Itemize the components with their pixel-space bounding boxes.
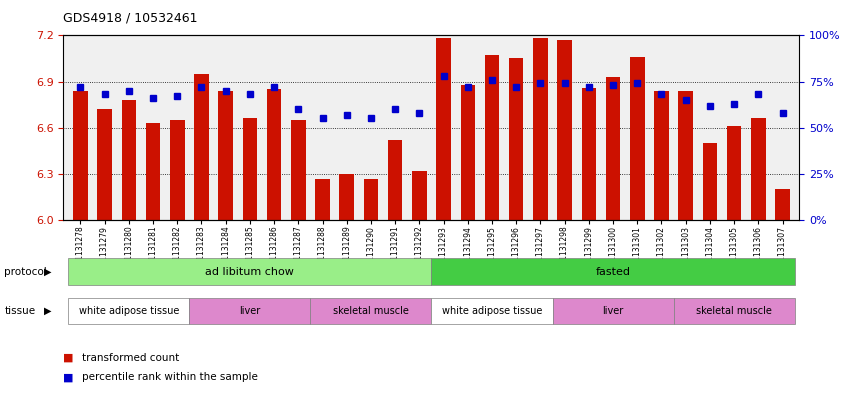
Text: ▶: ▶ bbox=[44, 266, 52, 277]
Text: skeletal muscle: skeletal muscle bbox=[333, 306, 409, 316]
Text: protocol: protocol bbox=[4, 266, 47, 277]
Bar bbox=[122, 100, 136, 220]
Text: white adipose tissue: white adipose tissue bbox=[442, 306, 542, 316]
Bar bbox=[146, 123, 160, 220]
Bar bbox=[387, 140, 403, 220]
Text: fasted: fasted bbox=[596, 266, 630, 277]
Bar bbox=[678, 91, 693, 220]
Bar bbox=[775, 189, 790, 220]
Text: transformed count: transformed count bbox=[82, 353, 179, 363]
Bar bbox=[218, 91, 233, 220]
Bar bbox=[73, 91, 88, 220]
Text: percentile rank within the sample: percentile rank within the sample bbox=[82, 372, 258, 382]
Bar bbox=[97, 109, 112, 220]
Bar bbox=[654, 91, 668, 220]
Bar bbox=[266, 89, 282, 220]
Bar bbox=[339, 174, 354, 220]
Bar bbox=[533, 39, 547, 220]
Bar bbox=[170, 120, 184, 220]
Bar bbox=[727, 126, 741, 220]
Text: ▶: ▶ bbox=[44, 306, 52, 316]
Text: tissue: tissue bbox=[4, 306, 36, 316]
Text: skeletal muscle: skeletal muscle bbox=[696, 306, 772, 316]
Bar bbox=[703, 143, 717, 220]
Bar bbox=[485, 55, 499, 220]
Bar bbox=[364, 178, 378, 220]
Text: ■: ■ bbox=[63, 372, 74, 382]
Text: ad libitum chow: ad libitum chow bbox=[206, 266, 294, 277]
Bar bbox=[437, 39, 451, 220]
Bar bbox=[412, 171, 426, 220]
Bar bbox=[195, 74, 209, 220]
Bar bbox=[581, 88, 596, 220]
Text: GDS4918 / 10532461: GDS4918 / 10532461 bbox=[63, 12, 198, 25]
Text: ■: ■ bbox=[63, 353, 74, 363]
Bar bbox=[243, 119, 257, 220]
Bar bbox=[630, 57, 645, 220]
Text: liver: liver bbox=[602, 306, 624, 316]
Bar bbox=[460, 84, 475, 220]
Bar bbox=[316, 178, 330, 220]
Bar bbox=[606, 77, 620, 220]
Text: white adipose tissue: white adipose tissue bbox=[79, 306, 179, 316]
Text: liver: liver bbox=[239, 306, 261, 316]
Bar bbox=[291, 120, 305, 220]
Bar bbox=[509, 59, 524, 220]
Bar bbox=[558, 40, 572, 220]
Bar bbox=[751, 119, 766, 220]
